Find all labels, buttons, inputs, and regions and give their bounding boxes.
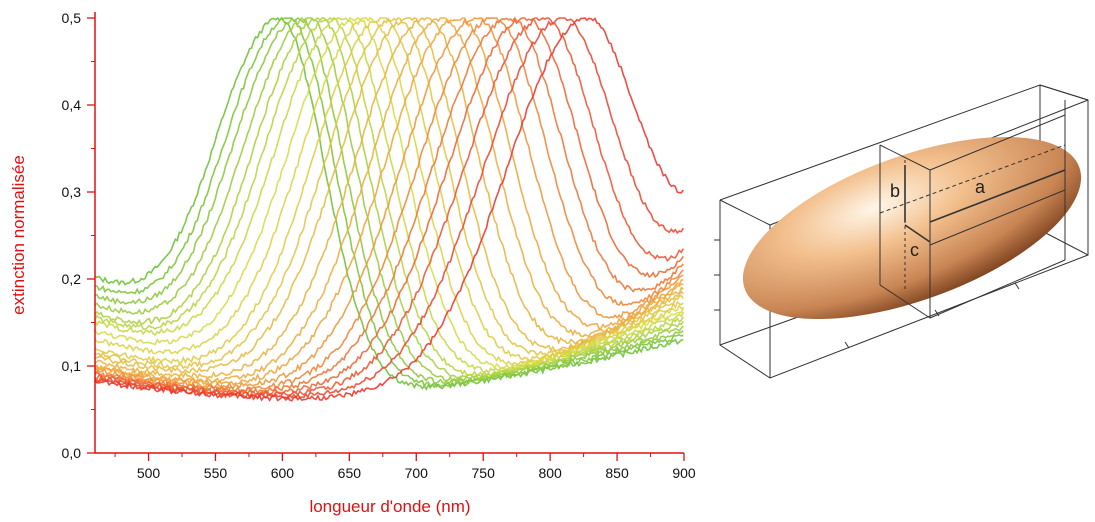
x-axis-title: longueur d'onde (nm): [309, 497, 470, 516]
label-b: b: [890, 181, 900, 201]
axes: [87, 12, 685, 461]
spectrum-series: [94, 17, 684, 375]
y-tick-label: 0,1: [62, 358, 82, 374]
y-tick-label: 0,5: [62, 10, 82, 26]
label-a: a: [975, 177, 986, 197]
spectrum-series: [94, 16, 684, 366]
spectrum-series: [94, 16, 684, 380]
x-tick-label: 550: [204, 465, 228, 481]
tick-labels: 500 550 600 650 700 750 800 850 900 0,0 0,1 0,2 0,3 0…: [62, 10, 696, 481]
ellipsoid-body: [742, 136, 1082, 320]
x-tick-label: 900: [672, 465, 696, 481]
semi-axis-a-line: [929, 169, 1066, 223]
box-edge: [879, 284, 931, 319]
spectrum-series: [94, 17, 685, 375]
x-tick-label: 750: [472, 465, 496, 481]
box-edge: [929, 259, 1066, 319]
y-tick-label: 0,4: [62, 97, 82, 113]
box-edge: [1039, 229, 1089, 256]
spectra-chart: 500 550 600 650 700 750 800 850 900 0,0 0,1 0,2 0,3 0…: [9, 10, 696, 516]
spectrum-series: [94, 16, 684, 380]
spectrum-series: [94, 17, 684, 402]
box-edge: [929, 189, 1066, 246]
spectrum-series: [94, 17, 684, 399]
ellipsoid-illustration: [714, 84, 1089, 379]
spectrum-series: [94, 16, 684, 383]
x-tick-label: 600: [271, 465, 295, 481]
spectrum-series: [94, 16, 685, 371]
spectrum-series: [94, 16, 684, 385]
spectrum-series: [94, 16, 684, 391]
spectrum-series: [94, 17, 684, 370]
dashed-axis: [879, 144, 1066, 214]
box-edge: [719, 199, 771, 226]
y-axis-title: extinction normalisée: [9, 155, 28, 315]
x-tick-label: 800: [538, 465, 562, 481]
y-tick-label: 0,3: [62, 184, 82, 200]
x-tick-label: 700: [405, 465, 429, 481]
box-tick: [934, 309, 940, 317]
box-edge: [879, 144, 931, 171]
box-tick: [844, 341, 850, 349]
label-c: c: [910, 240, 919, 260]
plot-lines: [94, 16, 685, 402]
semi-axis-c-line: [904, 224, 931, 243]
spectrum-series: [94, 17, 684, 384]
box-edge: [929, 114, 1066, 171]
y-tick-label: 0,0: [62, 445, 82, 461]
spectrum-series: [94, 17, 684, 390]
x-tick-label: 650: [338, 465, 362, 481]
y-tick-label: 0,2: [62, 271, 82, 287]
box-tick: [1014, 282, 1020, 290]
x-tick-label: 500: [137, 465, 161, 481]
spectrum-series: [94, 17, 684, 387]
box-edge: [1039, 84, 1089, 101]
spectrum-series: [94, 17, 684, 397]
x-tick-label: 850: [605, 465, 629, 481]
spectrum-series: [94, 17, 684, 389]
spectrum-series: [94, 16, 684, 378]
